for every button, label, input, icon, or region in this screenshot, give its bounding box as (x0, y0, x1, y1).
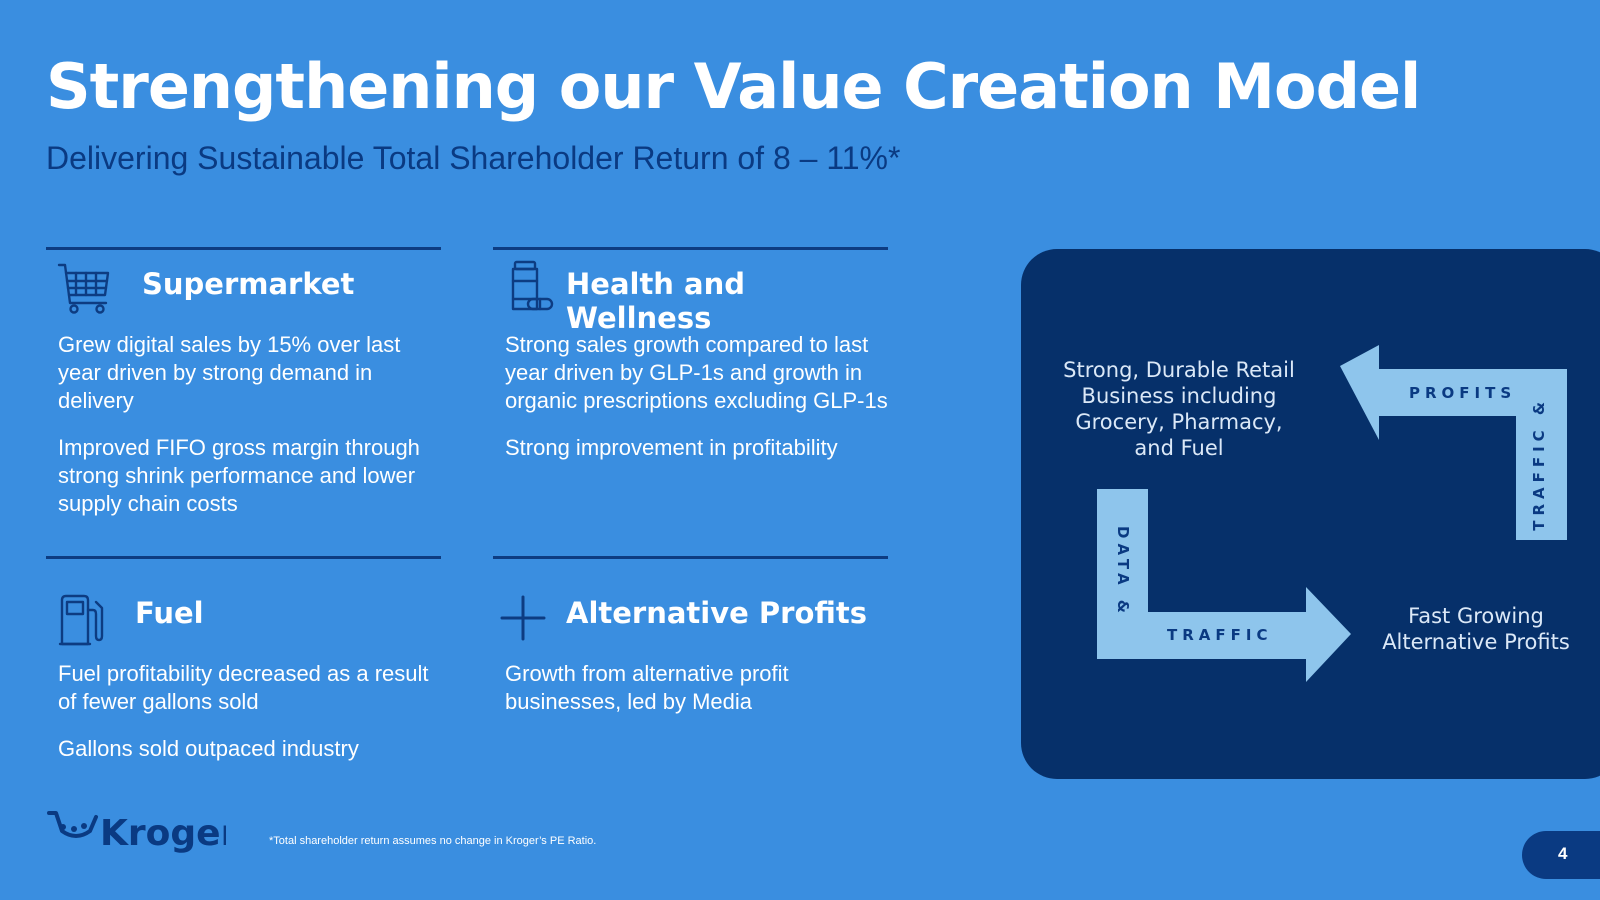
traffic-vertical-arrow-label: TRAFFIC & (1530, 397, 1548, 531)
section-divider (46, 556, 441, 559)
section-fuel: Fuel Fuel profitability decreased as a r… (46, 556, 441, 776)
shopping-cart-icon (56, 259, 112, 315)
plus-icon (499, 594, 547, 642)
traffic-arrow-label: TRAFFIC (1167, 626, 1273, 644)
alternative-profits-text: Fast Growing Alternative Profits (1382, 604, 1570, 654)
section-paragraph: Strong improvement in profitability (505, 435, 838, 460)
section-title: Health and Wellness (566, 267, 746, 335)
section-title: Fuel (135, 596, 204, 630)
traffic-arrow (1097, 489, 1351, 682)
section-supermarket: Supermarket Grew digital sales by 15% ov… (46, 247, 441, 547)
section-divider (46, 247, 441, 250)
section-paragraph: Grew digital sales by 15% over last year… (58, 332, 401, 413)
section-paragraph: Growth from alternative profit businesse… (505, 661, 789, 714)
logo-wordmark: Kroger (100, 813, 226, 854)
section-body: Strong sales growth compared to last yea… (505, 331, 905, 481)
section-health-and-wellness: Health and Wellness Strong sales growth … (493, 247, 888, 547)
section-paragraph: Strong sales growth compared to last yea… (505, 332, 888, 413)
section-title: Alternative Profits (566, 596, 868, 630)
section-paragraph: Fuel profitability decreased as a result… (58, 661, 429, 714)
footnote: *Total shareholder return assumes no cha… (269, 835, 597, 847)
fuel-pump-icon (58, 594, 106, 646)
flywheel-arrows (1097, 345, 1567, 682)
section-body: Fuel profitability decreased as a result… (58, 660, 438, 782)
page-number: 4 (1558, 844, 1568, 863)
pill-bottle-icon (503, 259, 559, 315)
section-paragraph: Gallons sold outpaced industry (58, 736, 359, 761)
page-subtitle: Delivering Sustainable Total Shareholder… (46, 140, 901, 176)
page-title: Strengthening our Value Creation Model (46, 50, 1421, 123)
section-body: Grew digital sales by 15% over last year… (58, 331, 438, 537)
profits-arrow-label: PROFITS (1409, 384, 1517, 402)
section-body: Growth from alternative profit businesse… (505, 660, 885, 735)
data-vertical-arrow-label: DATA & (1114, 526, 1132, 618)
value-creation-panel: Strong, Durable Retail Business includin… (1021, 249, 1600, 779)
section-paragraph: Improved FIFO gross margin through stron… (58, 435, 420, 516)
section-divider (493, 556, 888, 559)
kroger-logo: Kroger (46, 805, 239, 877)
section-title: Supermarket (142, 267, 355, 301)
profits-arrow (1340, 345, 1567, 540)
section-divider (493, 247, 888, 250)
retail-business-text: Strong, Durable Retail Business includin… (1063, 358, 1295, 460)
section-alternative-profits: Alternative Profits Growth from alternat… (493, 556, 888, 776)
page-number-badge: 4 (1522, 831, 1600, 879)
